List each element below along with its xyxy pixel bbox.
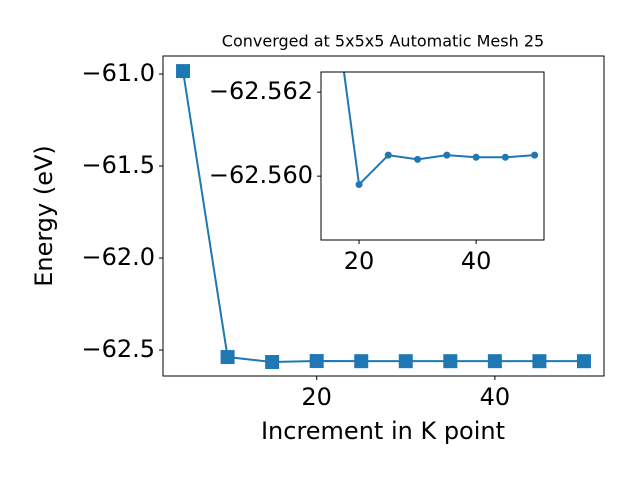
marker <box>414 155 422 163</box>
marker <box>532 354 547 369</box>
x-tick-label: 20 <box>301 383 332 411</box>
marker <box>355 181 363 189</box>
marker <box>220 350 235 365</box>
marker <box>384 151 392 159</box>
plot-area <box>176 64 591 370</box>
marker <box>354 354 369 369</box>
marker <box>398 354 413 369</box>
marker <box>443 354 458 369</box>
series-line <box>342 72 535 187</box>
marker <box>531 151 539 159</box>
y-tick-label: −61.5 <box>81 151 155 179</box>
marker <box>472 153 480 161</box>
marker <box>501 153 509 161</box>
x-tick-label: 40 <box>480 383 511 411</box>
series-line <box>182 70 584 364</box>
marker <box>487 354 502 369</box>
x-tick-label: 20 <box>344 247 375 275</box>
marker <box>443 151 451 159</box>
marker <box>265 355 280 370</box>
plot-area <box>342 72 539 189</box>
y-tick-label: −62.560 <box>209 161 313 189</box>
y-tick-label: −61.0 <box>81 59 155 87</box>
y-axis-label: Energy (eV) <box>30 145 58 287</box>
x-tick-label: 40 <box>461 247 492 275</box>
y-tick-label: −62.562 <box>209 77 313 105</box>
y-tick-label: −62.0 <box>81 243 155 271</box>
marker <box>576 354 591 369</box>
marker <box>309 354 324 369</box>
x-axis-label: Increment in K point <box>261 417 505 445</box>
chart-title: Converged at 5x5x5 Automatic Mesh 25 <box>222 32 544 51</box>
marker <box>176 64 191 79</box>
y-tick-label: −62.5 <box>81 335 155 363</box>
axes-frame <box>320 71 545 241</box>
axes-frame <box>162 55 605 377</box>
